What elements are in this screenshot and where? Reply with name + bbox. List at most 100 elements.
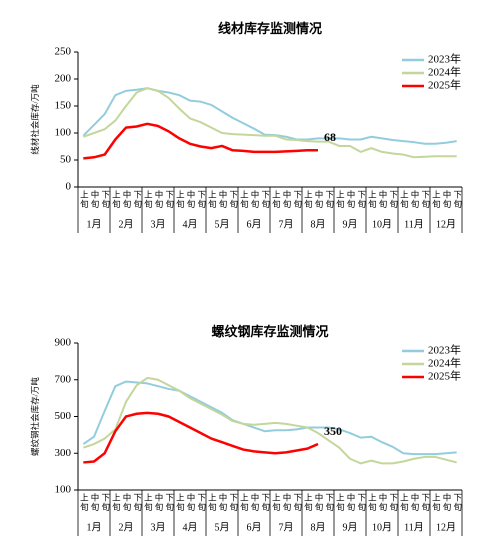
y-axis-label: 线材社会库存/万吨 [30, 84, 40, 155]
month-label: 12月 [436, 218, 456, 230]
x-tick-label: 下旬 [229, 493, 239, 512]
x-tick-label: 中旬 [250, 189, 260, 209]
x-tick-label: 上旬 [143, 493, 153, 512]
x-tick-label: 中旬 [314, 492, 324, 512]
legend-label: 2023年 [428, 343, 461, 357]
x-tick-label: 下旬 [453, 190, 463, 209]
legend-label: 2025年 [428, 78, 461, 92]
x-tick-label: 中旬 [90, 189, 100, 209]
series-line [83, 376, 457, 465]
x-tick-label: 中旬 [186, 492, 196, 512]
x-tick-label: 下旬 [261, 493, 271, 512]
x-tick-label: 下旬 [389, 493, 399, 512]
x-tick-label: 下旬 [197, 190, 207, 209]
x-tick-label: 中旬 [410, 189, 420, 209]
x-tick-label: 上旬 [239, 190, 249, 209]
x-tick-label: 下旬 [165, 493, 175, 512]
x-tick-label: 上旬 [79, 190, 89, 209]
legend-label: 2024年 [428, 65, 461, 79]
y-tick-label: 100 [55, 484, 72, 496]
x-tick-label: 上旬 [175, 493, 185, 512]
x-tick-label: 上旬 [431, 190, 441, 209]
month-label: 1月 [87, 521, 102, 533]
x-tick-label: 下旬 [325, 493, 335, 512]
x-tick-label: 中旬 [218, 492, 228, 512]
x-tick-label: 上旬 [303, 190, 313, 209]
x-tick-label: 中旬 [90, 492, 100, 512]
x-tick-label: 上旬 [143, 190, 153, 209]
x-tick-label: 上旬 [399, 493, 409, 512]
x-tick-label: 下旬 [293, 493, 303, 512]
series-line [83, 122, 318, 160]
x-tick-label: 上旬 [335, 493, 345, 512]
data-label: 350 [324, 424, 342, 438]
y-tick-label: 50 [60, 154, 72, 166]
x-tick-label: 上旬 [207, 190, 217, 209]
chart-title: 螺纹钢库存监测情况 [211, 324, 328, 339]
month-label: 11月 [404, 218, 424, 230]
x-tick-label: 中旬 [442, 189, 452, 209]
x-tick-label: 下旬 [229, 190, 239, 209]
x-tick-label: 上旬 [431, 493, 441, 512]
x-tick-label: 中旬 [282, 492, 292, 512]
legend-label: 2025年 [428, 369, 461, 383]
y-tick-label: 150 [55, 100, 72, 112]
x-tick-label: 上旬 [367, 493, 377, 512]
x-tick-label: 下旬 [101, 190, 111, 209]
legend-label: 2024年 [428, 356, 461, 370]
x-tick-label: 下旬 [133, 493, 143, 512]
month-label: 7月 [279, 218, 294, 230]
x-tick-label: 下旬 [165, 190, 175, 209]
month-label: 1月 [87, 218, 102, 230]
y-axis-label: 螺纹钢社会库存/万吨 [30, 377, 40, 456]
x-tick-label: 上旬 [271, 190, 281, 209]
x-tick-label: 中旬 [122, 189, 132, 209]
chart-title: 线材库存监测情况 [218, 21, 322, 36]
x-tick-label: 下旬 [197, 493, 207, 512]
y-tick-label: 700 [55, 373, 72, 385]
x-tick-label: 上旬 [239, 493, 249, 512]
month-label: 9月 [343, 521, 358, 533]
x-tick-label: 中旬 [378, 492, 388, 512]
x-tick-label: 中旬 [250, 492, 260, 512]
series-line [82, 380, 457, 456]
y-tick-label: 100 [55, 127, 72, 139]
x-tick-label: 中旬 [282, 189, 292, 209]
x-tick-label: 上旬 [207, 493, 217, 512]
month-label: 12月 [436, 521, 456, 533]
y-tick-label: 900 [55, 337, 72, 349]
month-label: 3月 [151, 218, 166, 230]
month-label: 6月 [247, 218, 262, 230]
series-line [82, 87, 457, 159]
x-tick-label: 中旬 [218, 189, 228, 209]
month-label: 10月 [372, 218, 392, 230]
x-tick-label: 中旬 [154, 189, 164, 209]
x-tick-label: 下旬 [133, 190, 143, 209]
month-label: 4月 [183, 218, 198, 230]
x-tick-label: 中旬 [410, 492, 420, 512]
month-label: 11月 [404, 521, 424, 533]
series-line [83, 411, 319, 464]
x-tick-label: 下旬 [421, 190, 431, 209]
y-tick-label: 200 [55, 73, 72, 85]
x-tick-label: 上旬 [367, 190, 377, 209]
x-tick-label: 中旬 [346, 189, 356, 209]
x-tick-label: 中旬 [186, 189, 196, 209]
month-label: 10月 [372, 521, 392, 533]
x-tick-label: 上旬 [111, 493, 121, 512]
x-tick-label: 下旬 [453, 493, 463, 512]
month-label: 9月 [343, 218, 358, 230]
month-label: 2月 [119, 218, 134, 230]
month-label: 7月 [279, 521, 294, 533]
x-tick-label: 中旬 [122, 492, 132, 512]
x-tick-label: 下旬 [325, 190, 335, 209]
month-label: 5月 [215, 521, 230, 533]
x-tick-label: 上旬 [399, 190, 409, 209]
x-tick-label: 上旬 [335, 190, 345, 209]
x-tick-label: 中旬 [314, 189, 324, 209]
x-tick-label: 下旬 [421, 493, 431, 512]
y-tick-label: 300 [55, 447, 72, 459]
month-label: 2月 [119, 521, 134, 533]
month-label: 3月 [151, 521, 166, 533]
